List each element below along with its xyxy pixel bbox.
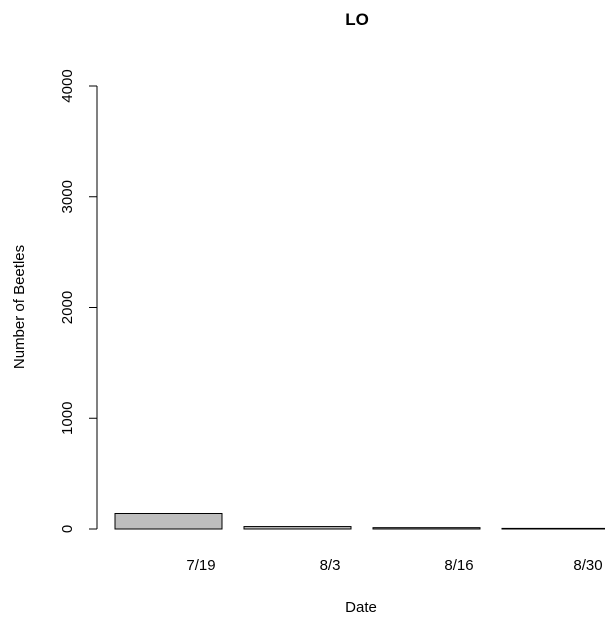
y-tick-label: 3000 <box>59 180 76 213</box>
bar <box>501 527 605 530</box>
chart-title: LO <box>345 10 369 29</box>
x-tick-labels: 7/19 8/3 8/16 8/30 <box>186 557 602 574</box>
bar <box>114 512 223 530</box>
y-tick-label: 2000 <box>59 291 76 324</box>
bar <box>243 526 352 530</box>
y-axis: 0 1000 2000 3000 4000 <box>59 69 98 533</box>
x-tick-label: 8/3 <box>320 557 341 574</box>
x-tick-label: 7/19 <box>186 557 215 574</box>
y-tick-label: 1000 <box>59 402 76 435</box>
x-tick-label: 8/16 <box>444 557 473 574</box>
x-axis-title: Date <box>345 599 377 616</box>
bar <box>372 527 481 530</box>
x-tick-label: 8/30 <box>573 557 602 574</box>
bar-series <box>114 512 605 530</box>
y-tick-label: 4000 <box>59 69 76 102</box>
y-axis-title: Number of Beetles <box>11 245 28 369</box>
y-tick-label: 0 <box>59 525 76 533</box>
